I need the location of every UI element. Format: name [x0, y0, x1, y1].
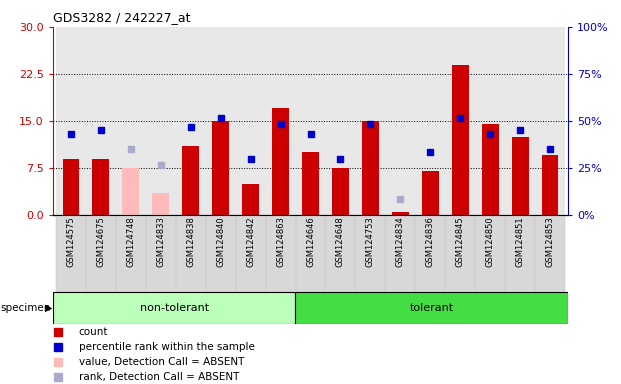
Bar: [445, 27, 475, 215]
Bar: [415, 215, 445, 292]
Bar: [266, 215, 296, 292]
Bar: [386, 27, 415, 215]
Bar: [505, 27, 535, 215]
Bar: [116, 27, 146, 215]
Bar: [355, 215, 386, 292]
Bar: [122, 168, 139, 215]
Text: GSM124863: GSM124863: [276, 217, 285, 267]
Bar: [206, 27, 235, 215]
Text: GSM124850: GSM124850: [486, 217, 495, 267]
Bar: [325, 27, 355, 215]
Bar: [296, 27, 325, 215]
Text: GSM124853: GSM124853: [546, 217, 555, 267]
Bar: [176, 27, 206, 215]
Bar: [235, 215, 266, 292]
Text: percentile rank within the sample: percentile rank within the sample: [78, 342, 255, 352]
Text: GSM124834: GSM124834: [396, 217, 405, 267]
Bar: [206, 215, 235, 292]
Bar: [146, 27, 176, 215]
Bar: [266, 27, 296, 215]
Bar: [235, 27, 266, 215]
Bar: [152, 193, 169, 215]
Text: GSM124840: GSM124840: [216, 217, 225, 267]
Bar: [415, 27, 445, 215]
Bar: [56, 27, 86, 215]
Text: GSM124838: GSM124838: [186, 217, 195, 267]
Bar: [512, 137, 528, 215]
Bar: [86, 27, 116, 215]
Bar: [355, 27, 386, 215]
Bar: [56, 215, 86, 292]
Bar: [176, 215, 206, 292]
Text: tolerant: tolerant: [410, 303, 454, 313]
Bar: [445, 215, 475, 292]
Text: GSM124845: GSM124845: [456, 217, 465, 267]
Bar: [146, 215, 176, 292]
Bar: [296, 292, 568, 324]
Text: value, Detection Call = ABSENT: value, Detection Call = ABSENT: [78, 357, 244, 367]
Bar: [535, 27, 565, 215]
Text: GSM124748: GSM124748: [126, 217, 135, 267]
Bar: [296, 215, 325, 292]
Bar: [272, 108, 289, 215]
Bar: [116, 215, 146, 292]
Bar: [325, 215, 355, 292]
Bar: [362, 121, 379, 215]
Bar: [505, 215, 535, 292]
Text: rank, Detection Call = ABSENT: rank, Detection Call = ABSENT: [78, 372, 239, 382]
Bar: [475, 27, 505, 215]
Bar: [332, 168, 349, 215]
Text: GSM124836: GSM124836: [426, 217, 435, 267]
Text: GSM124575: GSM124575: [66, 217, 75, 267]
Bar: [452, 65, 469, 215]
Text: GSM124833: GSM124833: [156, 217, 165, 267]
Bar: [475, 215, 505, 292]
Bar: [482, 124, 499, 215]
Bar: [53, 292, 296, 324]
Text: GSM124646: GSM124646: [306, 217, 315, 267]
Bar: [86, 215, 116, 292]
Text: GSM124648: GSM124648: [336, 217, 345, 267]
Bar: [183, 146, 199, 215]
Text: GSM124851: GSM124851: [516, 217, 525, 267]
Bar: [242, 184, 259, 215]
Text: GSM124753: GSM124753: [366, 217, 375, 267]
Text: count: count: [78, 327, 108, 337]
Bar: [542, 156, 558, 215]
Text: GSM124842: GSM124842: [246, 217, 255, 267]
Text: specimen: specimen: [1, 303, 51, 313]
Bar: [63, 159, 79, 215]
Bar: [392, 212, 409, 215]
Bar: [93, 159, 109, 215]
Bar: [535, 215, 565, 292]
Bar: [212, 121, 229, 215]
Bar: [302, 152, 319, 215]
Bar: [422, 171, 438, 215]
Bar: [386, 215, 415, 292]
Text: ▶: ▶: [45, 303, 52, 313]
Text: GSM124675: GSM124675: [96, 217, 105, 267]
Text: GDS3282 / 242227_at: GDS3282 / 242227_at: [53, 12, 190, 25]
Text: non-tolerant: non-tolerant: [140, 303, 209, 313]
